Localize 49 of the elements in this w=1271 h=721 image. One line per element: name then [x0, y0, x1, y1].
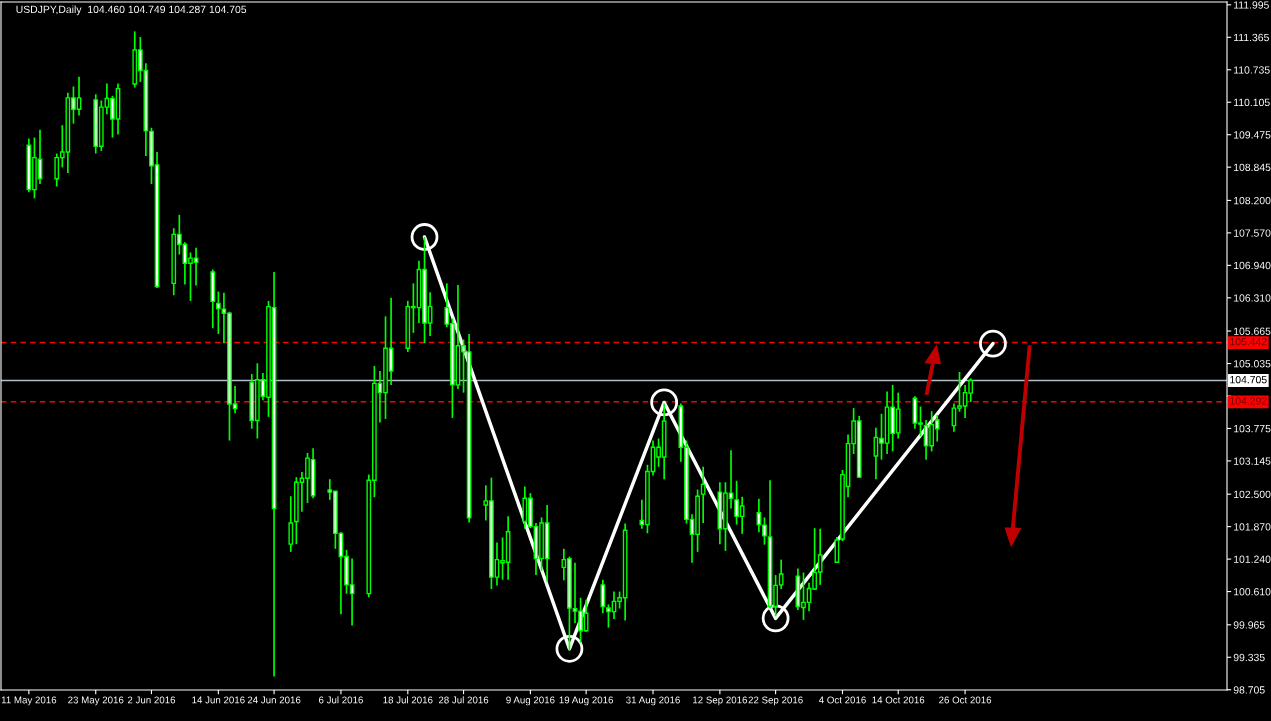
y-tick-label: 107.570: [1234, 229, 1271, 237]
point: [650, 388, 679, 417]
y-tick-label: 108.845: [1234, 163, 1271, 172]
x-tick-label: 2 Jun 2016: [127, 696, 176, 704]
y-tick-label: 106.310: [1234, 294, 1271, 302]
y-tick-label: 111.995: [1234, 1, 1269, 9]
x-tick-label: 22 Sep 2016: [748, 696, 803, 706]
y-tick-label: 108.200: [1234, 196, 1271, 205]
y-tick-label: 103.145: [1234, 457, 1271, 465]
candlestick: [700, 466, 706, 524]
x-tick-label: 18 Jul 2016: [383, 696, 433, 704]
x-tick-label: 24 Jun 2016: [247, 696, 301, 704]
ref-line-label: 105.442: [1230, 337, 1267, 346]
y-tick-label: 105.035: [1234, 360, 1271, 368]
y-tick-label: 109.475: [1234, 131, 1271, 139]
y-tick-label: 100.610: [1234, 588, 1271, 596]
x-tick-label: 19 Aug 2016: [559, 696, 614, 706]
y-tick-label: 101.240: [1234, 555, 1271, 563]
x-tick-label: 12 Sep 2016: [693, 696, 748, 706]
x-tick-label: 11 May 2016: [1, 696, 57, 706]
x-tick-label: 28 Jul 2016: [438, 696, 489, 704]
y-tick-label: 99.335: [1233, 653, 1265, 662]
x-tick-label: 14 Jun 2016: [192, 696, 245, 704]
x-tick-label: 9 Aug 2016: [506, 696, 555, 706]
ref-line-label: 104.292: [1230, 397, 1267, 405]
y-tick-label: 102.500: [1234, 490, 1271, 499]
x-tick-label: 31 Aug 2016: [626, 696, 680, 706]
x-tick-label: 6 Jul 2016: [319, 696, 363, 704]
x-tick-label: 26 Oct 2016: [939, 696, 992, 704]
y-tick-label: 103.775: [1234, 424, 1271, 433]
y-tick-label: 99.965: [1233, 621, 1265, 629]
x-tick-label: 23 May 2016: [68, 696, 124, 706]
y-tick-label: 106.940: [1234, 261, 1271, 270]
point: [979, 329, 1007, 358]
x-tick-label: 14 Oct 2016: [872, 696, 925, 704]
point: [410, 223, 439, 251]
chart-title: USDJPY,Daily 104.460 104.749 104.287 104.705: [16, 5, 247, 16]
y-tick-label: 111.365: [1234, 33, 1269, 42]
point: [761, 604, 790, 633]
candlestick: [600, 578, 606, 615]
y-tick-label: 105.665: [1234, 327, 1271, 335]
y-tick-label: 101.870: [1234, 523, 1271, 531]
ref-line-label: 104.705: [1230, 375, 1267, 384]
y-tick-label: 110.735: [1234, 66, 1270, 74]
y-tick-label: 98.705: [1233, 686, 1265, 694]
y-tick-label: 110.105: [1234, 98, 1270, 107]
x-tick-label: 4 Oct 2016: [818, 696, 866, 704]
point: [555, 634, 584, 663]
candlestick: [288, 495, 294, 553]
